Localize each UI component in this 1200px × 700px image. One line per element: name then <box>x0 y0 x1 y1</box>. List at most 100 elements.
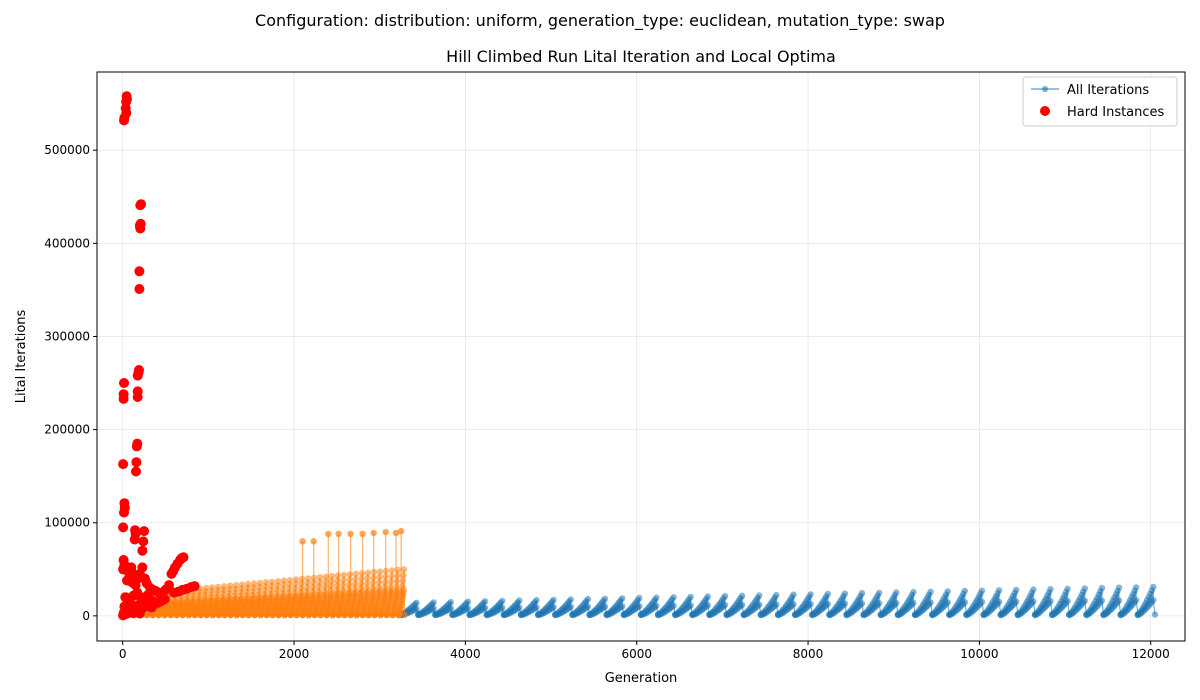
hard-instance-point <box>159 594 170 605</box>
hard-instance-point <box>134 266 145 277</box>
figure-suptitle: Configuration: distribution: uniform, ge… <box>255 11 945 30</box>
spike-point <box>382 528 389 536</box>
legend-box <box>1022 76 1178 127</box>
hard-instance-point <box>118 459 129 470</box>
iteration-point <box>893 589 900 596</box>
iteration-point <box>280 577 288 584</box>
iteration-point <box>1151 611 1159 618</box>
legend-hard-instances-marker <box>1040 106 1050 116</box>
spike-point <box>335 530 342 538</box>
legend: All Iterations Hard Instances <box>1022 76 1178 127</box>
hard-instance-point <box>119 378 129 388</box>
spike-point <box>397 527 405 535</box>
iteration-point <box>841 600 849 607</box>
iteration-point <box>807 591 814 598</box>
iteration-point <box>876 600 883 607</box>
hard-instance-point <box>131 466 141 477</box>
hard-instance-point <box>146 602 157 613</box>
y-tick-label: 0 <box>82 609 90 623</box>
iteration-point <box>1098 597 1106 604</box>
iteration-point <box>876 589 883 597</box>
plot-frame <box>96 71 1186 642</box>
hard-instance-point <box>135 223 146 234</box>
y-tick-label: 200000 <box>44 423 90 437</box>
hard-instance-point <box>137 545 148 556</box>
iteration-point <box>376 573 383 581</box>
iteration-point <box>893 599 900 607</box>
iteration-point <box>1064 597 1071 605</box>
iteration-point <box>1133 597 1140 604</box>
hard-instances-series <box>118 91 200 621</box>
iteration-point <box>447 605 454 612</box>
iteration-point <box>364 574 371 582</box>
iteration-point <box>790 601 797 608</box>
iteration-point <box>394 572 401 579</box>
legend-label-all-iterations: All Iterations <box>1067 83 1149 98</box>
iteration-point <box>388 567 396 574</box>
iteration-point <box>550 596 557 604</box>
iteration-point <box>238 581 246 588</box>
x-tick-label: 0 <box>119 647 127 661</box>
iteration-point <box>858 600 866 607</box>
iteration-point <box>292 576 300 583</box>
iteration-point <box>516 604 523 611</box>
iteration-point <box>322 578 329 585</box>
iteration-point <box>516 597 523 604</box>
iteration-point <box>387 578 395 585</box>
chart-title: Hill Climbed Run Lital Iteration and Loc… <box>446 47 836 66</box>
iteration-point <box>499 604 506 611</box>
iteration-point <box>670 594 677 601</box>
iteration-point <box>687 602 694 609</box>
hard-instance-point <box>118 522 129 533</box>
iteration-point <box>738 592 746 599</box>
iteration-point <box>447 598 454 606</box>
iteration-point <box>1115 597 1123 604</box>
iteration-point <box>1150 583 1157 591</box>
iteration-point <box>995 598 1003 605</box>
x-tick-label: 2000 <box>279 647 310 661</box>
iteration-point <box>824 600 831 607</box>
all-iterations-series <box>119 527 1159 619</box>
spike-point <box>370 529 377 537</box>
iteration-point <box>704 602 711 609</box>
y-tick-label: 300000 <box>44 329 90 343</box>
iteration-point <box>1081 597 1089 604</box>
iteration-point <box>807 600 814 608</box>
iteration-point <box>481 598 489 605</box>
spike-point <box>347 530 354 538</box>
hard-instance-point <box>138 536 149 547</box>
iteration-point <box>250 580 258 587</box>
hard-instance-point <box>129 534 140 545</box>
hard-instance-point <box>132 392 143 402</box>
iteration-point <box>927 599 934 606</box>
iteration-point <box>1064 585 1071 592</box>
data-layer <box>118 91 1159 621</box>
hard-instance-point <box>131 457 142 468</box>
hard-instance-point <box>132 370 143 381</box>
iteration-point <box>601 603 609 610</box>
hard-instance-point <box>134 284 145 294</box>
iteration-point <box>202 584 210 592</box>
iteration-point <box>721 601 729 609</box>
iteration-point <box>232 582 240 589</box>
iteration-point <box>413 605 420 612</box>
iteration-point <box>995 587 1003 594</box>
hard-instance-point <box>118 610 129 621</box>
iteration-point <box>226 582 234 589</box>
iteration-point <box>262 579 270 586</box>
hard-instance-point <box>119 507 129 518</box>
hard-instance-point <box>189 581 200 592</box>
spike-point <box>299 538 306 545</box>
iteration-point <box>1098 584 1106 592</box>
iteration-point <box>322 573 330 580</box>
iteration-point <box>550 603 557 611</box>
iteration-point <box>619 595 626 602</box>
iteration-point <box>464 598 472 605</box>
iteration-point <box>381 578 389 586</box>
iteration-point <box>499 597 506 605</box>
iteration-point <box>363 580 371 587</box>
hard-instance-point <box>118 393 129 404</box>
iteration-point <box>1030 586 1037 593</box>
iteration-point <box>208 584 216 591</box>
iteration-point <box>533 604 540 611</box>
